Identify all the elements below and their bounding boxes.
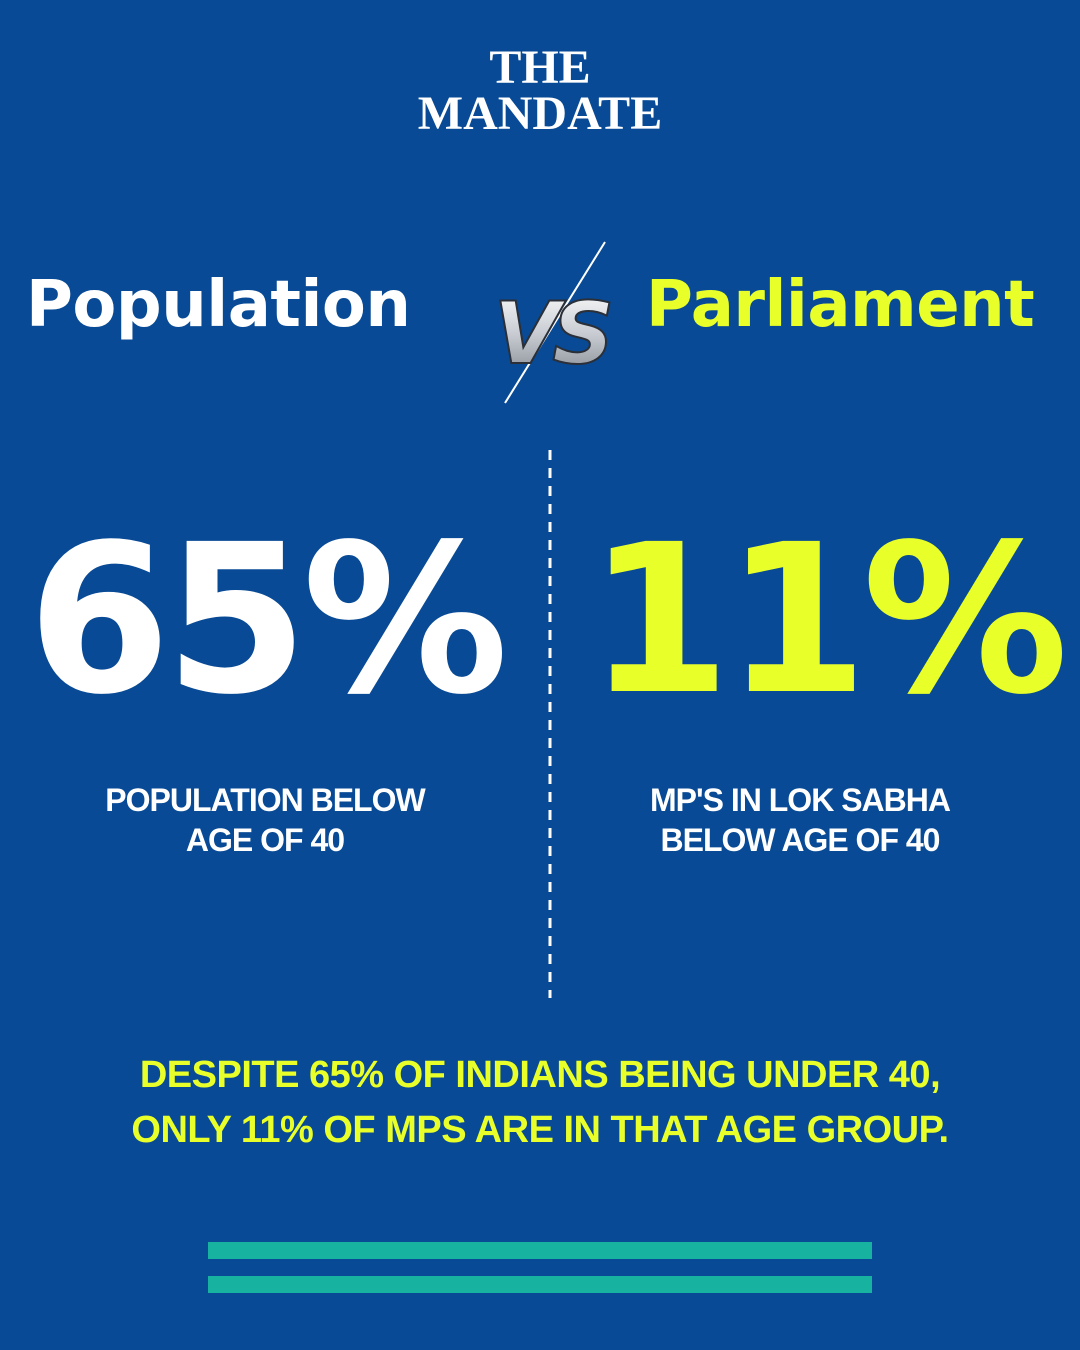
versus-badge: VS [493, 241, 619, 404]
left-caption: AGE OF 40 [185, 822, 345, 858]
brand-line: THE [489, 41, 591, 94]
right-caption: BELOW AGE OF 40 [660, 822, 941, 858]
right-stat: 11% [587, 500, 1068, 740]
accent-bar [208, 1242, 872, 1259]
left-stat: 65% [27, 500, 508, 740]
accent-bar [208, 1276, 872, 1293]
right-title: Parliament [646, 268, 1035, 342]
divider [548, 450, 552, 998]
brand-line: MANDATE [417, 87, 663, 140]
left-caption: POPULATION BELOW [105, 782, 425, 818]
right-caption: MP'S IN LOK SABHA [650, 782, 951, 818]
versus-slash [504, 241, 606, 404]
footer-line: DESPITE 65% OF INDIANS BEING UNDER 40, [139, 1054, 941, 1096]
versus-text: VS [494, 284, 611, 384]
footer-line: ONLY 11% OF MPS ARE IN THAT AGE GROUP. [131, 1109, 949, 1151]
left-title: Population [26, 268, 411, 342]
